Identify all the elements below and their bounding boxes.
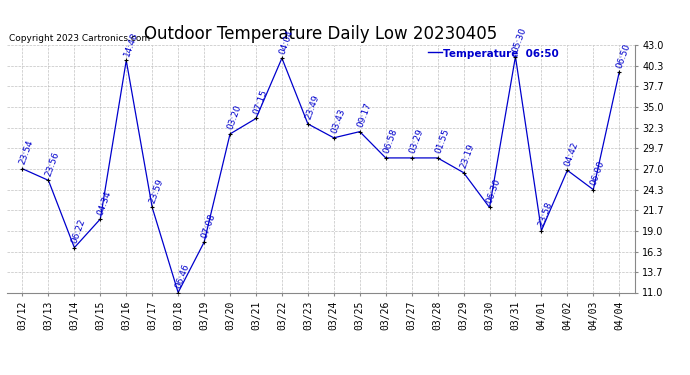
Title: Outdoor Temperature Daily Low 20230405: Outdoor Temperature Daily Low 20230405 bbox=[144, 26, 497, 44]
Text: 23:56: 23:56 bbox=[44, 150, 61, 178]
Text: 07:15: 07:15 bbox=[252, 88, 269, 116]
Text: 23:54: 23:54 bbox=[18, 139, 35, 166]
Text: 04:34: 04:34 bbox=[96, 189, 113, 216]
Text: 06:22: 06:22 bbox=[70, 218, 88, 245]
Text: 23:19: 23:19 bbox=[460, 142, 477, 170]
Text: 06:00: 06:00 bbox=[589, 159, 607, 187]
Text: 04:42: 04:42 bbox=[563, 141, 580, 168]
Text: Temperature  06:50: Temperature 06:50 bbox=[443, 49, 559, 59]
Text: 06:30: 06:30 bbox=[485, 177, 502, 205]
Text: 01:55: 01:55 bbox=[433, 128, 451, 155]
Text: 06:50: 06:50 bbox=[615, 42, 632, 69]
Text: 23:49: 23:49 bbox=[304, 94, 321, 121]
Text: 03:29: 03:29 bbox=[407, 128, 424, 155]
Text: 04:04: 04:04 bbox=[277, 28, 295, 56]
Text: 05:30: 05:30 bbox=[511, 26, 529, 54]
Text: 23:59: 23:59 bbox=[148, 177, 165, 205]
Text: 14:48: 14:48 bbox=[122, 30, 139, 58]
Text: 23:58: 23:58 bbox=[537, 201, 554, 228]
Text: 09:17: 09:17 bbox=[355, 102, 373, 129]
Text: 06:46: 06:46 bbox=[174, 262, 191, 290]
Text: 03:43: 03:43 bbox=[330, 108, 347, 135]
Text: 06:58: 06:58 bbox=[382, 128, 399, 155]
Text: 07:08: 07:08 bbox=[200, 212, 217, 240]
Text: 03:20: 03:20 bbox=[226, 104, 243, 131]
Text: Copyright 2023 Cartronics.com: Copyright 2023 Cartronics.com bbox=[9, 34, 150, 43]
